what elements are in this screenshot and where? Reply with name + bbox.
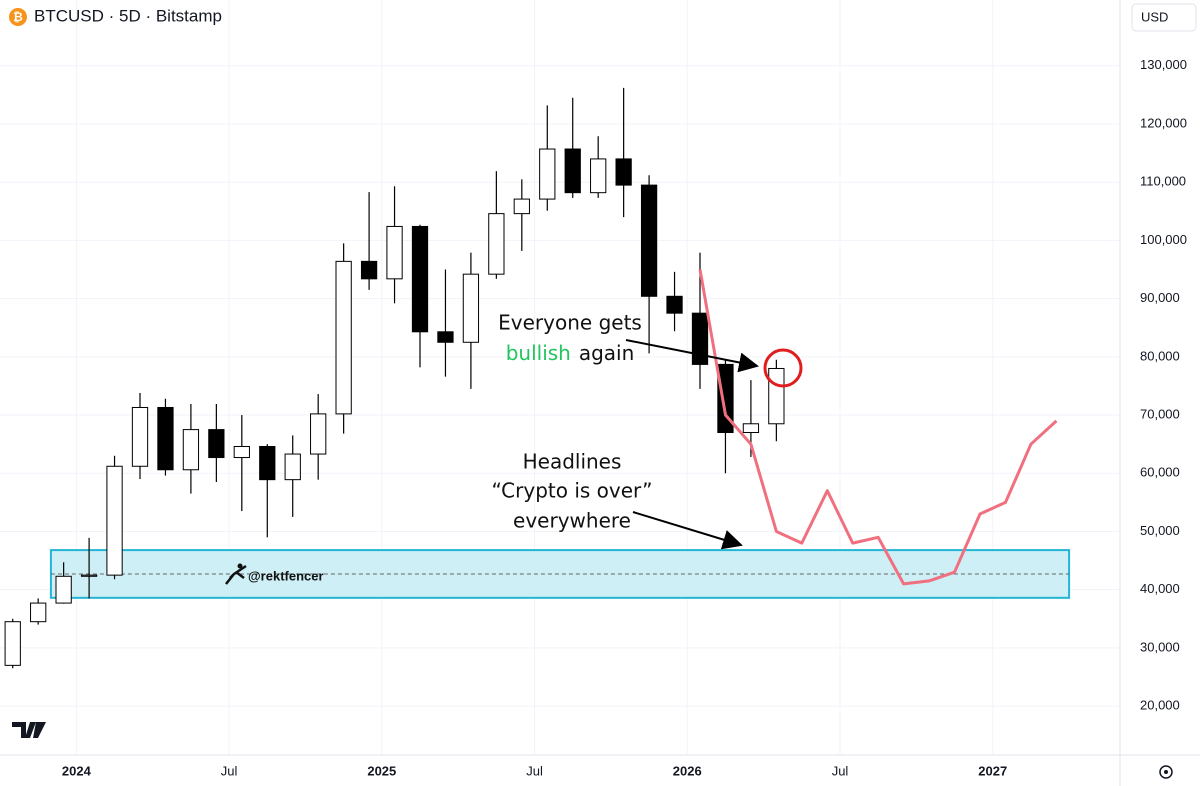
coin-icon [9,8,27,26]
candle-body [717,363,734,434]
candle-body [564,148,581,194]
currency-button[interactable] [1131,3,1197,32]
highlight-word: bullish [506,341,571,365]
chart-title: BTCUSD · 5D · Bitstamp [34,6,222,25]
candle-body [80,574,98,577]
y-tick-label: 90,000 [1140,290,1180,305]
axes: 20,000 30,000 40,000 50,000 60,000 70,000 80,0… [62,57,1187,778]
settings-button[interactable] [1159,765,1173,779]
y-tick-label: 110,000 [1140,174,1186,189]
y-tick-label: 80,000 [1140,348,1180,363]
currency-label[interactable]: USD [1141,9,1168,24]
arrow [632,511,743,550]
candle-body [742,423,760,434]
candle-body [335,260,352,415]
candle-body [106,465,123,576]
logo [12,722,46,738]
candle-body [233,445,250,459]
candle-body [131,406,149,467]
candle-body [691,312,709,365]
annotation-text: Headlines [523,450,622,474]
candle-body [4,621,21,666]
annotation-word: again [579,341,634,365]
candle-body [259,445,276,481]
plot-area [4,87,1071,669]
candle-body [539,148,556,200]
candle-body [30,602,47,623]
coin-symbol: ₿ [13,10,23,24]
candle-body [437,331,454,343]
x-tick-label: 2026 [673,763,702,778]
candle-body [768,367,785,425]
y-tick-label: 40,000 [1140,581,1180,596]
candle-body [310,413,327,455]
projection-line [698,269,1058,586]
y-tick-label: 50,000 [1140,523,1180,538]
x-tick-label: 2027 [978,763,1007,778]
grid [0,0,1120,755]
y-tick-label: 20,000 [1140,698,1180,713]
candle-body [386,225,403,280]
annotation-text: bullish again [506,341,635,365]
candle-body [513,198,530,215]
candle-body [640,184,658,297]
candle-body [488,213,505,275]
x-tick-label: 2025 [367,763,396,778]
y-tick-label: 130,000 [1140,57,1187,72]
arrow [625,339,759,373]
x-tick-label: Jul [832,763,849,778]
annotation-quote: “Crypto is over” [492,479,653,503]
annotation-text: Everyone gets [498,311,642,335]
y-tick-label: 30,000 [1140,639,1180,654]
y-tick-label: 60,000 [1140,465,1180,480]
candle-body [284,453,301,481]
candle-body [615,158,632,186]
y-tick-label: 120,000 [1140,115,1187,130]
candle-body [666,295,683,314]
support-zone [49,549,1071,599]
candle-body [55,575,72,604]
x-tick-label: Jul [221,763,238,778]
x-tick-label: Jul [526,763,543,778]
watermark: @rektfencer [248,568,324,583]
watermark-icon [225,564,247,585]
y-tick-label: 70,000 [1140,406,1180,421]
watermark-icon [237,563,243,569]
candle-body [590,158,607,194]
candle-body [208,429,225,459]
candle-body [360,260,378,280]
y-tick-label: 100,000 [1140,232,1187,247]
annotation-text: everywhere [513,509,631,533]
candle-body [462,273,480,343]
highlight-circle [763,348,803,388]
x-tick-label: 2024 [62,763,92,778]
candle-body [182,429,200,471]
settings-button[interactable] [1164,770,1168,774]
candle-body [411,225,429,333]
candle-body [157,406,174,471]
